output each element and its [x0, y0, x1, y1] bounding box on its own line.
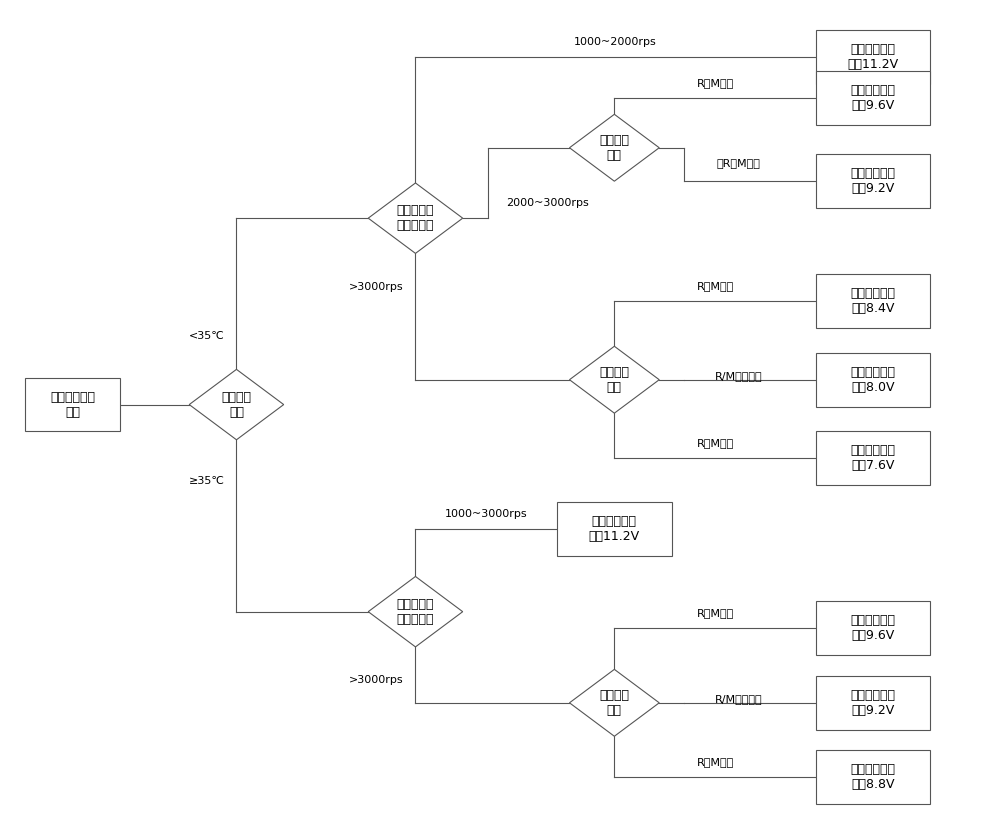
Text: <35℃: <35℃ — [189, 331, 225, 341]
Text: R、M全关: R、M全关 — [696, 757, 734, 767]
Text: 1000~2000rps: 1000~2000rps — [574, 37, 657, 47]
Text: 风门开启
情况: 风门开启 情况 — [599, 133, 629, 162]
Text: 风扇电机的电
压为8.4V: 风扇电机的电 压为8.4V — [850, 287, 895, 315]
FancyBboxPatch shape — [816, 601, 930, 656]
FancyBboxPatch shape — [557, 502, 672, 555]
Text: 风扇电机的电
压为9.2V: 风扇电机的电 压为9.2V — [850, 167, 895, 195]
FancyBboxPatch shape — [816, 751, 930, 804]
Text: 1000~3000rps: 1000~3000rps — [445, 509, 528, 519]
Text: 压缩机的当
前转速判断: 压缩机的当 前转速判断 — [397, 204, 434, 232]
Text: ≥35℃: ≥35℃ — [189, 476, 225, 486]
Text: 风扇电机的电
压为9.6V: 风扇电机的电 压为9.6V — [850, 84, 895, 112]
Text: 压缩机的当
前转速判断: 压缩机的当 前转速判断 — [397, 598, 434, 626]
Polygon shape — [569, 346, 659, 413]
Text: 风扇电机的电
压为9.2V: 风扇电机的电 压为9.2V — [850, 689, 895, 716]
Text: 2000~3000rps: 2000~3000rps — [506, 198, 589, 208]
FancyBboxPatch shape — [816, 274, 930, 328]
Text: >3000rps: >3000rps — [348, 282, 403, 292]
FancyBboxPatch shape — [816, 676, 930, 730]
FancyBboxPatch shape — [816, 431, 930, 485]
Text: R/M只开其一: R/M只开其一 — [715, 694, 763, 704]
FancyBboxPatch shape — [816, 71, 930, 125]
Text: R、M全关: R、M全关 — [696, 439, 734, 449]
FancyBboxPatch shape — [816, 154, 930, 208]
FancyBboxPatch shape — [816, 353, 930, 407]
FancyBboxPatch shape — [25, 378, 120, 431]
Text: >3000rps: >3000rps — [348, 675, 403, 685]
Polygon shape — [368, 576, 463, 647]
Text: 风扇电机的电
压为9.6V: 风扇电机的电 压为9.6V — [850, 615, 895, 642]
Text: R/M只开其一: R/M只开其一 — [715, 370, 763, 380]
Text: 风扇电机的电
压为11.2V: 风扇电机的电 压为11.2V — [847, 43, 898, 71]
Polygon shape — [189, 369, 284, 440]
Text: R、M全开: R、M全开 — [696, 78, 734, 88]
Text: R、M全开: R、M全开 — [696, 281, 734, 291]
Text: 环境温度
判定: 环境温度 判定 — [221, 390, 251, 419]
Polygon shape — [569, 114, 659, 181]
Text: 风扇电机的电
压为7.6V: 风扇电机的电 压为7.6V — [850, 445, 895, 472]
Text: 非R、M全开: 非R、M全开 — [717, 158, 761, 168]
Text: 风扇电机的电
压为11.2V: 风扇电机的电 压为11.2V — [589, 515, 640, 543]
Polygon shape — [368, 183, 463, 254]
Text: 风扇电机的电
压为8.8V: 风扇电机的电 压为8.8V — [850, 763, 895, 791]
Text: 风扇电机开启
请求: 风扇电机开启 请求 — [50, 390, 95, 419]
Text: 风门开启
情况: 风门开启 情况 — [599, 366, 629, 394]
Text: R、M全开: R、M全开 — [696, 608, 734, 618]
Text: 风扇电机的电
压为8.0V: 风扇电机的电 压为8.0V — [850, 366, 895, 394]
Polygon shape — [569, 670, 659, 736]
Text: 风门开启
情况: 风门开启 情况 — [599, 689, 629, 716]
FancyBboxPatch shape — [816, 30, 930, 83]
